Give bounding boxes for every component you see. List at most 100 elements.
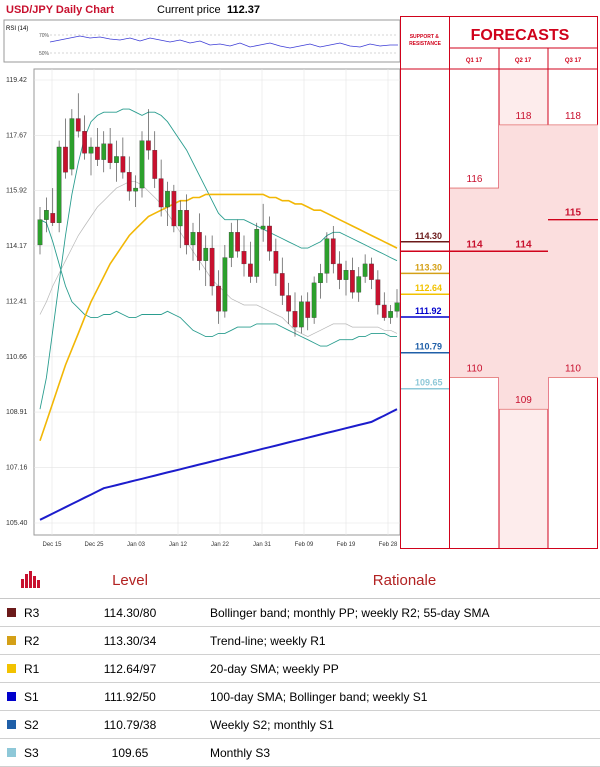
candle-body bbox=[184, 210, 189, 246]
candle-body bbox=[146, 140, 151, 151]
level-name-cell: S1 bbox=[0, 682, 64, 711]
candle-body bbox=[388, 311, 393, 318]
candle-body bbox=[158, 178, 164, 208]
level-rationale: Monthly S3 bbox=[196, 738, 600, 767]
candle-body bbox=[375, 279, 381, 306]
usdjpy-chart: USD/JPY Daily Chart Current price 112.37… bbox=[3, 4, 598, 549]
table-header: Level Rationale bbox=[0, 562, 600, 599]
level-name-cell: R2 bbox=[0, 626, 64, 655]
y-tick-label: 105.40 bbox=[6, 520, 28, 527]
level-name: R2 bbox=[24, 633, 40, 648]
level-swatch bbox=[7, 748, 16, 758]
candle-body bbox=[337, 263, 342, 280]
table-row: R1 112.64/97 20-day SMA; weekly PP bbox=[0, 654, 600, 683]
level-value: 110.79/38 bbox=[64, 710, 196, 739]
level-rationale: Weekly S2; monthly S1 bbox=[196, 710, 600, 739]
candle-body bbox=[381, 304, 387, 318]
x-tick-label: Feb 09 bbox=[295, 542, 314, 548]
table-row: S2 110.79/38 Weekly S2; monthly S1 bbox=[0, 710, 600, 739]
candle-body bbox=[362, 263, 368, 277]
level-swatch bbox=[7, 608, 16, 618]
forecast-high-label: 116 bbox=[467, 174, 483, 185]
x-tick-label: Jan 12 bbox=[169, 542, 188, 548]
candle-body bbox=[197, 232, 202, 261]
sma-100-line bbox=[39, 408, 398, 521]
forecast-high-label: 118 bbox=[516, 111, 532, 122]
y-tick-label: 112.41 bbox=[6, 299, 27, 306]
x-tick-label: Dec 25 bbox=[84, 542, 104, 548]
x-tick-label: Dec 15 bbox=[42, 542, 62, 548]
candle-body bbox=[343, 270, 349, 280]
y-tick-label: 114.17 bbox=[6, 243, 27, 250]
candle-body bbox=[190, 232, 196, 246]
level-value: 114.30/80 bbox=[64, 598, 196, 627]
rsi-level-50: 50% bbox=[39, 51, 50, 57]
level-name-cell: R3 bbox=[0, 598, 64, 627]
table-row: R3 114.30/80 Bollinger band; monthly PP; w… bbox=[0, 598, 600, 627]
table-row: S1 111.92/50 100-day SMA; Bollinger band; … bbox=[0, 682, 600, 711]
table-row: S3 109.65 Monthly S3 bbox=[0, 738, 600, 767]
level-name: R3 bbox=[24, 605, 40, 620]
forecasts-title: FORECASTS bbox=[471, 27, 570, 44]
candle-body bbox=[356, 276, 362, 293]
candle-body bbox=[126, 172, 132, 192]
level-label-r3: 114.30 bbox=[415, 231, 442, 241]
bollinger-upper-line bbox=[39, 108, 398, 410]
level-value: 111.92/50 bbox=[64, 682, 196, 711]
forecast-median-label: 114 bbox=[466, 239, 483, 250]
x-tick-label: Feb 28 bbox=[379, 542, 398, 548]
candle-body bbox=[209, 247, 215, 287]
candle-body bbox=[152, 149, 158, 179]
quarter-label-q3: Q3 17 bbox=[565, 58, 582, 64]
x-tick-label: Jan 03 bbox=[127, 542, 146, 548]
level-name: R1 bbox=[24, 661, 40, 676]
candle-body bbox=[286, 295, 291, 312]
forecast-low-label: 110 bbox=[565, 364, 581, 375]
candle-body bbox=[324, 238, 330, 274]
forecast-range-1 bbox=[450, 188, 499, 378]
candle-body bbox=[260, 225, 266, 230]
forecast-low-label: 109 bbox=[515, 395, 532, 406]
candle-body bbox=[254, 228, 260, 277]
forecast-low-label: 110 bbox=[467, 364, 483, 375]
candle-body bbox=[95, 146, 100, 160]
candle-body bbox=[235, 232, 240, 252]
candle-body bbox=[165, 191, 170, 208]
forecast-median-label: 115 bbox=[565, 208, 582, 219]
y-tick-label: 107.16 bbox=[6, 464, 28, 471]
forecast-range-2 bbox=[499, 124, 548, 410]
sma-55-line bbox=[39, 193, 398, 442]
candle-body bbox=[139, 140, 145, 189]
forecast-median-label: 114 bbox=[515, 239, 532, 250]
candle-body bbox=[171, 191, 177, 227]
y-tick-label: 115.92 bbox=[6, 188, 27, 195]
current-price-label: Current price bbox=[157, 4, 221, 16]
level-name: S3 bbox=[24, 745, 39, 760]
candle-body bbox=[241, 251, 247, 265]
candle-body bbox=[248, 263, 253, 277]
level-swatch bbox=[7, 636, 16, 646]
candle-body bbox=[75, 118, 81, 132]
level-label-s2: 110.79 bbox=[415, 342, 442, 352]
sr-title: SUPPORT & RESISTANCE bbox=[409, 34, 442, 47]
y-tick-label: 110.66 bbox=[6, 354, 27, 361]
candle-body bbox=[37, 219, 43, 246]
candle-body bbox=[56, 146, 62, 223]
y-tick-label: 117.67 bbox=[6, 132, 27, 139]
candle-body bbox=[114, 156, 119, 163]
candle-body bbox=[318, 273, 323, 284]
candle-body bbox=[120, 156, 126, 173]
candle-body bbox=[44, 210, 49, 220]
y-tick-label: 119.42 bbox=[6, 77, 27, 84]
level-name: S2 bbox=[24, 717, 39, 732]
x-tick-label: Jan 31 bbox=[253, 542, 272, 548]
rationale-header: Rationale bbox=[196, 562, 600, 599]
candle-body bbox=[133, 187, 138, 192]
level-value: 113.30/34 bbox=[64, 626, 196, 655]
level-rationale: 20-day SMA; weekly PP bbox=[196, 654, 600, 683]
candle-body bbox=[203, 247, 209, 261]
chart-title: USD/JPY Daily Chart bbox=[6, 4, 114, 16]
candle-body bbox=[330, 238, 336, 265]
level-value: 109.65 bbox=[64, 738, 196, 767]
candle-body bbox=[82, 131, 87, 154]
